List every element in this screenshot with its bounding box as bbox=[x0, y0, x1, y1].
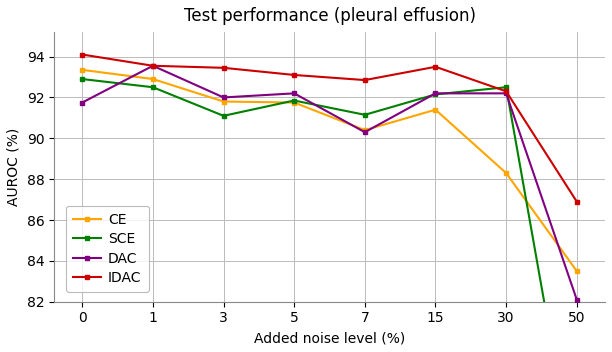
Legend: CE, SCE, DAC, IDAC: CE, SCE, DAC, IDAC bbox=[67, 206, 149, 292]
DAC bbox=[149, 64, 157, 68]
X-axis label: Added noise level (%): Added noise level (%) bbox=[254, 331, 405, 345]
CE bbox=[361, 128, 368, 132]
SCE bbox=[78, 77, 86, 81]
CE bbox=[78, 68, 86, 72]
IDAC bbox=[149, 64, 157, 68]
Line: SCE: SCE bbox=[80, 77, 579, 352]
CE bbox=[573, 269, 580, 273]
Y-axis label: AUROC (%): AUROC (%) bbox=[7, 128, 21, 206]
IDAC bbox=[291, 73, 298, 77]
DAC bbox=[291, 91, 298, 95]
IDAC bbox=[502, 89, 510, 93]
DAC bbox=[220, 95, 227, 100]
DAC bbox=[573, 298, 580, 302]
SCE bbox=[220, 114, 227, 118]
IDAC bbox=[432, 65, 439, 69]
SCE bbox=[502, 85, 510, 89]
IDAC bbox=[361, 78, 368, 82]
CE bbox=[291, 100, 298, 105]
SCE bbox=[149, 85, 157, 89]
SCE bbox=[432, 92, 439, 96]
CE bbox=[220, 99, 227, 103]
DAC bbox=[361, 130, 368, 134]
IDAC bbox=[220, 66, 227, 70]
CE bbox=[149, 77, 157, 81]
Title: Test performance (pleural effusion): Test performance (pleural effusion) bbox=[184, 7, 476, 25]
CE bbox=[432, 108, 439, 112]
DAC bbox=[432, 91, 439, 95]
SCE bbox=[291, 99, 298, 103]
Line: CE: CE bbox=[80, 68, 579, 274]
Line: DAC: DAC bbox=[80, 63, 579, 302]
IDAC bbox=[78, 52, 86, 57]
CE bbox=[502, 171, 510, 175]
IDAC bbox=[573, 200, 580, 204]
Line: IDAC: IDAC bbox=[80, 52, 579, 204]
SCE bbox=[361, 113, 368, 117]
DAC bbox=[78, 100, 86, 105]
Text: drops to
73,0%: drops to 73,0% bbox=[0, 351, 1, 352]
DAC bbox=[502, 91, 510, 95]
